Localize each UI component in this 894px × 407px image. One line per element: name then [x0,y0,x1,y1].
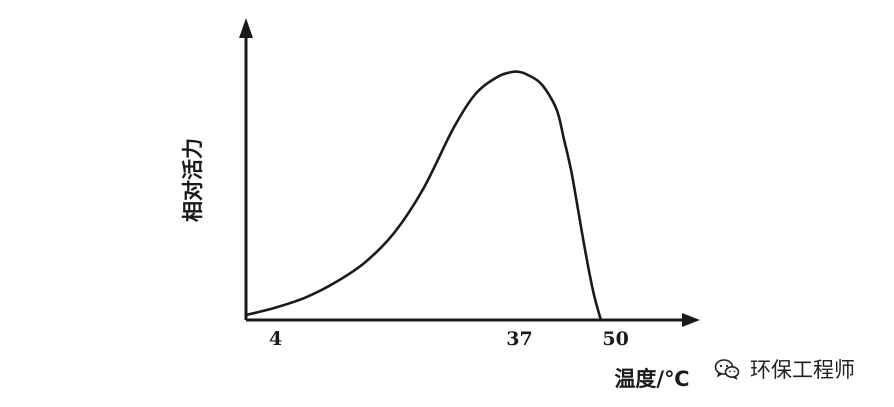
x-axis-arrow [682,313,700,327]
x-axis-label: 温度/℃ [614,367,689,391]
watermark: 环保工程师 [714,352,855,386]
series-line-0 [245,70,603,321]
y-axis-label: 相对活力 [181,138,205,222]
axes [239,18,700,327]
x-tick-label: 4 [269,328,282,350]
x-tick-label: 50 [602,328,628,350]
y-axis-arrow [239,18,253,38]
wechat-icon [714,359,740,380]
series [245,70,603,321]
tick-labels: 4 37 50 [269,328,629,350]
x-tick-label: 37 [506,328,532,350]
watermark-text: 环保工程师 [750,358,855,382]
